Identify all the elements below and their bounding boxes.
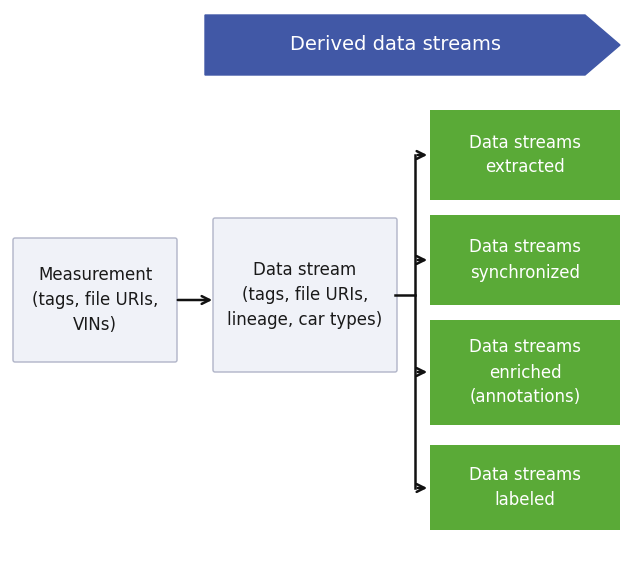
- Text: Measurement
(tags, file URIs,
VINs): Measurement (tags, file URIs, VINs): [32, 266, 158, 334]
- Text: Data streams
synchronized: Data streams synchronized: [469, 238, 581, 281]
- FancyBboxPatch shape: [13, 238, 177, 362]
- Text: Data streams
enriched
(annotations): Data streams enriched (annotations): [469, 338, 581, 406]
- FancyBboxPatch shape: [430, 215, 620, 305]
- FancyBboxPatch shape: [430, 320, 620, 425]
- FancyBboxPatch shape: [430, 445, 620, 530]
- Polygon shape: [205, 15, 620, 75]
- Text: Data streams
extracted: Data streams extracted: [469, 133, 581, 176]
- Text: Data streams
labeled: Data streams labeled: [469, 466, 581, 509]
- Text: Derived data streams: Derived data streams: [290, 36, 500, 54]
- FancyBboxPatch shape: [430, 110, 620, 200]
- FancyBboxPatch shape: [213, 218, 397, 372]
- Text: Data stream
(tags, file URIs,
lineage, car types): Data stream (tags, file URIs, lineage, c…: [227, 261, 383, 329]
